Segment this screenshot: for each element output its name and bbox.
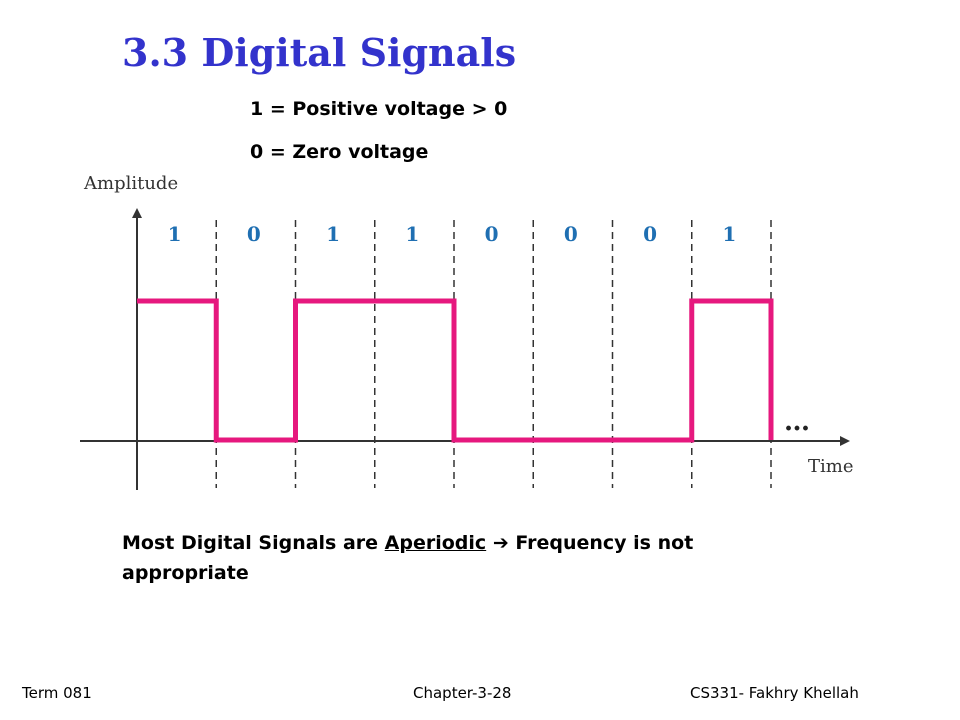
- note-text-1: Most Digital Signals are: [122, 532, 385, 554]
- bit-label: 0: [247, 222, 261, 246]
- continuation-dots: …: [784, 407, 810, 437]
- footer-author: CS331- Fakhry Khellah: [690, 684, 859, 702]
- note-text-2: Frequency is not appropriate: [122, 532, 694, 584]
- bit-label: 0: [485, 222, 499, 246]
- signal-waveform: [137, 298, 774, 443]
- x-axis-label: Time: [808, 456, 853, 477]
- note-aperiodic: Aperiodic: [384, 532, 487, 554]
- bit-label: 1: [168, 222, 182, 246]
- legend-one: 1 = Positive voltage > 0: [250, 98, 508, 120]
- bit-label: 1: [722, 222, 736, 246]
- slide-title: 3.3 Digital Signals: [122, 30, 517, 75]
- footer-term: Term 081: [22, 684, 92, 702]
- bit-label: 0: [643, 222, 657, 246]
- arrow-icon: ➔: [492, 532, 509, 554]
- footer-chapter: Chapter-3-28: [413, 684, 512, 702]
- bit-label: 0: [564, 222, 578, 246]
- bit-label: 1: [405, 222, 419, 246]
- legend-zero: 0 = Zero voltage: [250, 141, 429, 163]
- bit-boundaries: [215, 220, 772, 488]
- bit-labels: 1 0 1 1 0 0 0 1: [168, 222, 737, 246]
- bit-label: 1: [326, 222, 340, 246]
- aperiodic-note: Most Digital Signals are Aperiodic ➔ Fre…: [122, 528, 742, 588]
- y-axis-label: Amplitude: [83, 173, 178, 194]
